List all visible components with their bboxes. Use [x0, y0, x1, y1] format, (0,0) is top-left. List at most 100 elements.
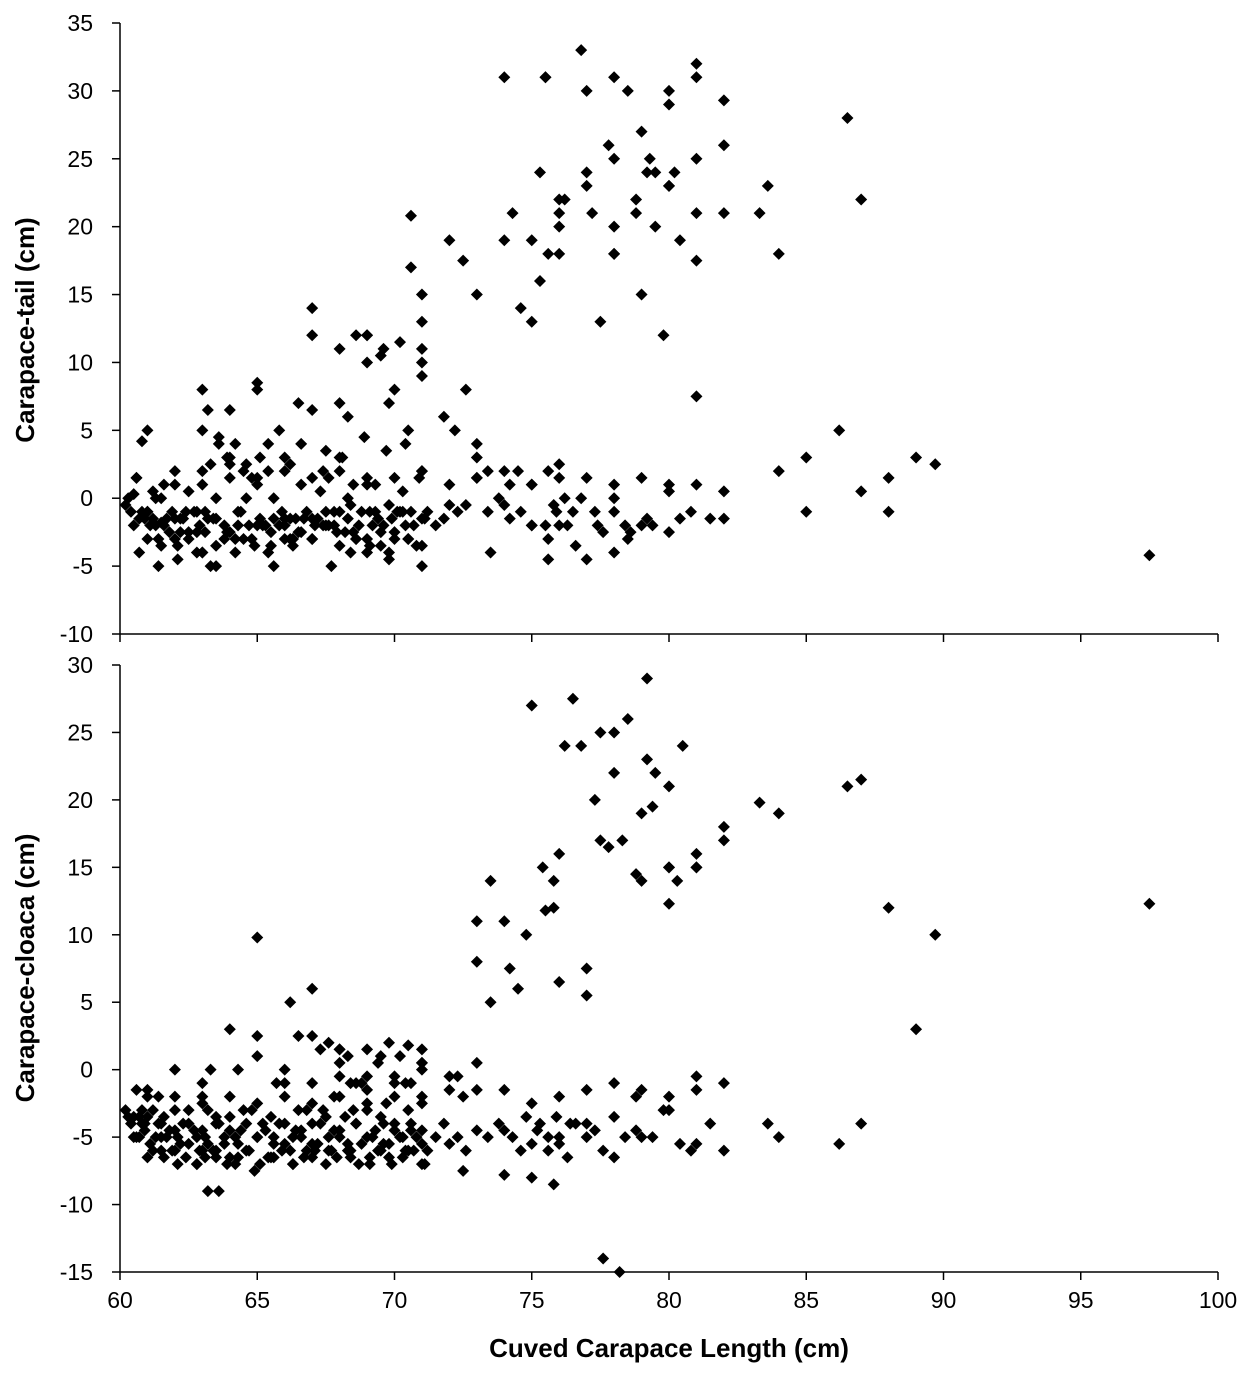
data-point: [264, 539, 277, 552]
data-point: [319, 505, 332, 518]
data-point: [561, 1151, 574, 1164]
data-point: [369, 1124, 382, 1137]
data-point: [174, 1137, 187, 1150]
y-tick-label: 30: [67, 78, 93, 104]
data-point: [630, 1124, 643, 1137]
x-tick-label: 65: [244, 1287, 270, 1313]
data-point: [267, 560, 280, 573]
data-point: [267, 1131, 280, 1144]
data-point: [635, 519, 648, 532]
data-point: [141, 1151, 154, 1164]
data-point: [470, 451, 483, 464]
data-point: [399, 1077, 412, 1090]
data-point: [210, 1144, 223, 1157]
data-point: [383, 546, 396, 559]
data-point: [684, 505, 697, 518]
data-point: [333, 1124, 346, 1137]
data-point: [278, 1090, 291, 1103]
data-point: [635, 1083, 648, 1096]
data-point: [229, 1158, 242, 1171]
data-point: [251, 1050, 264, 1063]
data-point: [624, 526, 637, 539]
data-point: [525, 1171, 538, 1184]
top-data-points: [119, 44, 1156, 573]
data-point: [520, 928, 533, 941]
data-point: [237, 1104, 250, 1117]
data-point: [243, 519, 256, 532]
y-tick-label: 15: [67, 854, 93, 880]
data-point: [1143, 549, 1156, 562]
data-point: [240, 1117, 253, 1130]
data-point: [663, 179, 675, 192]
data-point: [457, 1090, 470, 1103]
data-point: [547, 901, 560, 914]
data-point: [363, 1151, 376, 1164]
data-point: [306, 1151, 319, 1164]
data-point: [350, 329, 363, 342]
data-point: [547, 874, 560, 887]
data-point: [635, 874, 648, 887]
data-point: [608, 546, 621, 559]
data-point: [204, 458, 217, 471]
data-point: [251, 519, 264, 532]
data-point: [580, 84, 593, 97]
data-point: [415, 342, 428, 355]
data-point: [704, 1117, 717, 1130]
data-point: [597, 1144, 610, 1157]
data-point: [369, 478, 382, 491]
data-point: [668, 166, 681, 179]
data-point: [355, 505, 368, 518]
data-point: [566, 505, 579, 518]
data-point: [190, 1131, 203, 1144]
data-point: [146, 512, 159, 525]
data-point: [322, 471, 335, 484]
data-point: [325, 560, 338, 573]
data-point: [492, 1117, 505, 1130]
data-point: [306, 1077, 319, 1090]
data-point: [512, 465, 525, 478]
data-point: [204, 560, 217, 573]
data-point: [152, 1090, 165, 1103]
data-point: [402, 532, 415, 545]
data-point: [580, 179, 593, 192]
data-point: [690, 478, 703, 491]
data-point: [196, 546, 209, 559]
data-point: [328, 519, 341, 532]
data-point: [402, 1144, 415, 1157]
data-point: [174, 512, 187, 525]
data-point: [855, 1117, 868, 1130]
data-point: [286, 1131, 299, 1144]
data-point: [182, 1117, 195, 1130]
data-point: [597, 526, 610, 539]
data-point: [539, 519, 552, 532]
data-point: [841, 112, 854, 125]
data-point: [663, 84, 675, 97]
data-point: [619, 1131, 632, 1144]
data-point: [415, 288, 428, 301]
y-tick-label: 5: [80, 417, 93, 443]
data-point: [196, 1090, 209, 1103]
data-point: [772, 465, 785, 478]
data-point: [278, 532, 291, 545]
data-point: [133, 1110, 146, 1123]
data-point: [542, 532, 555, 545]
data-point: [641, 512, 654, 525]
data-point: [619, 519, 632, 532]
data-point: [223, 1023, 236, 1036]
data-point: [300, 1104, 313, 1117]
data-point: [553, 220, 566, 233]
y-tick-label: -5: [73, 553, 93, 579]
data-point: [306, 329, 319, 342]
data-point: [481, 1131, 494, 1144]
data-point: [882, 901, 895, 914]
data-point: [533, 166, 546, 179]
data-point: [448, 424, 461, 437]
data-point: [580, 166, 593, 179]
data-point: [553, 1090, 566, 1103]
data-point: [267, 1137, 280, 1150]
data-point: [512, 982, 525, 995]
data-point: [374, 349, 387, 362]
data-point: [649, 166, 662, 179]
data-point: [717, 1144, 730, 1157]
data-point: [539, 71, 552, 84]
